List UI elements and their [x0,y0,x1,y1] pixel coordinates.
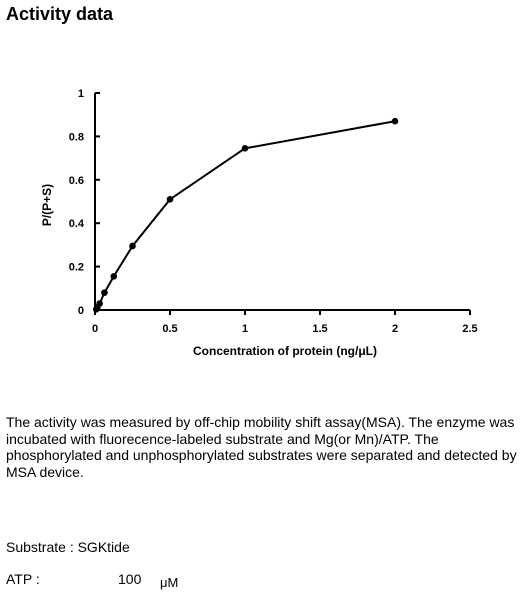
atp-line: ATP : 100 μM [6,571,178,590]
data-point [96,300,103,307]
y-tick-label: 0.2 [69,262,84,274]
x-tick-label: 1 [242,323,248,335]
substrate-line: Substrate : SGKtide [6,539,130,555]
x-tick-label: 2 [392,323,398,335]
atp-value: 100 [118,571,142,587]
data-point [166,196,174,203]
data-point [110,273,118,280]
y-tick-label: 1 [78,88,84,100]
y-tick-label: 0.6 [69,175,84,187]
x-axis-label: Concentration of protein (ng/μL) [193,344,377,358]
data-point [101,289,108,296]
y-axis-label: P/(P+S) [40,184,54,226]
x-tick-label: 0 [92,323,98,335]
page-heading: Activity data [6,4,114,24]
x-tick-label: 0.5 [162,323,177,335]
data-point [241,145,249,152]
atp-unit: μM [160,575,179,590]
atp-label: ATP : [6,571,40,587]
x-tick-label: 1.5 [312,323,327,335]
activity-chart: 0 0.5 1 1.5 2 2.5 0 0.2 0.4 0.6 0.8 1 Concentration… [40,88,478,358]
chart-axes: 0 0.5 1 1.5 2 2.5 0 0.2 0.4 0.6 0.8 1 [69,88,478,335]
data-point [391,117,399,125]
y-tick-label: 0 [78,305,84,317]
y-tick-label: 0.8 [69,131,84,143]
description-text: The activity was measured by off-chip mo… [6,414,517,480]
x-tick-label: 2.5 [462,323,477,335]
y-tick-label: 0.4 [69,218,85,230]
chart-marks [92,117,399,313]
data-point [129,242,136,250]
